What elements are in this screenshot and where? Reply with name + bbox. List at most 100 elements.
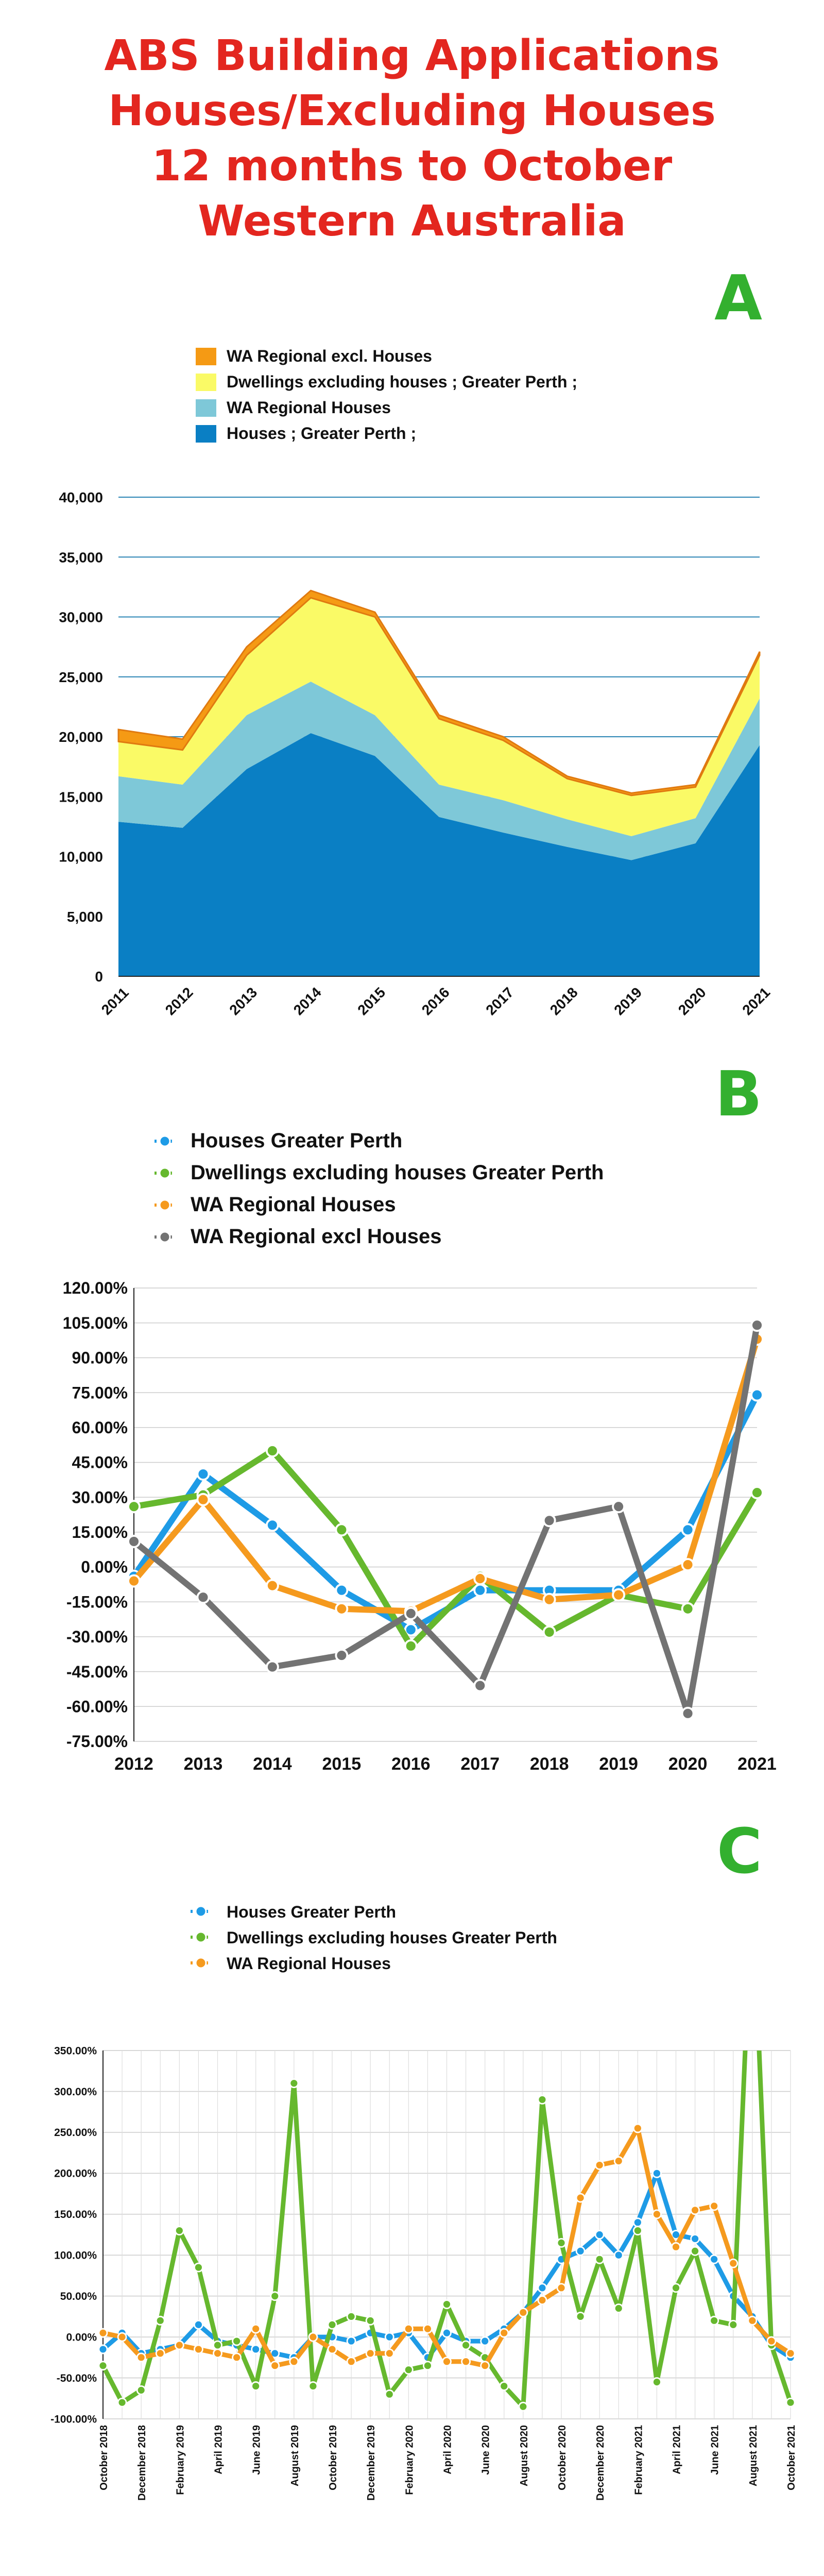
data-point-c-1-34 (748, 1883, 757, 1891)
y-tick-label-a-0: 0 (95, 969, 103, 985)
y-tick-label-b-9: 60.00% (72, 1418, 128, 1437)
legend-label-a-2: WA Regional Houses (227, 398, 391, 417)
data-point-c-0-15 (384, 2332, 394, 2342)
data-point-c-1-24 (556, 2238, 566, 2248)
data-point-b-1-9 (750, 1486, 764, 1500)
data-point-c-1-4 (174, 2226, 184, 2235)
data-point-c-2-31 (690, 2205, 700, 2215)
data-point-c-1-23 (537, 2094, 547, 2105)
area-series-a-1 (118, 682, 760, 860)
data-point-c-1-5 (194, 2262, 203, 2273)
data-point-c-1-12 (327, 2319, 337, 2330)
data-point-c-2-4 (174, 2340, 184, 2350)
data-point-b-1-8 (681, 1602, 695, 1616)
plot-area-c (98, 1883, 796, 2412)
data-point-c-1-15 (384, 2389, 394, 2399)
legend-marker-b-3 (159, 1231, 171, 1243)
data-point-c-1-16 (403, 2365, 414, 2375)
x-tick-label-b-1: 2013 (184, 1754, 223, 1774)
legend-label-b-1: Dwellings excluding houses Greater Perth (191, 1161, 604, 1184)
x-tick-label-c-12: October 2019 (328, 2425, 339, 2490)
y-tick-label-c-0: -100.00% (50, 2413, 97, 2425)
x-tick-label-c-18: April 2020 (442, 2425, 454, 2475)
data-point-c-2-0 (98, 2328, 108, 2338)
y-tick-label-c-6: 200.00% (54, 2168, 97, 2180)
y-tick-label-a-4: 20,000 (59, 729, 103, 745)
data-point-c-2-1 (117, 2332, 127, 2342)
data-point-c-2-33 (728, 2258, 739, 2268)
data-point-b-0-5 (473, 1583, 487, 1597)
data-point-c-1-0 (98, 2361, 108, 2371)
x-tick-label-c-26: December 2020 (595, 2425, 606, 2501)
data-point-c-1-22 (518, 2401, 528, 2412)
x-tick-label-c-14: December 2019 (366, 2425, 377, 2501)
data-point-b-3-6 (542, 1514, 556, 1528)
legend-marker-b-1 (159, 1167, 171, 1179)
x-tick-label-b-3: 2015 (322, 1754, 362, 1774)
y-tick-label-b-2: -45.00% (66, 1663, 128, 1681)
chart-title: ABS Building Applications Houses/Excludi… (0, 28, 824, 249)
y-tick-label-c-2: 0.00% (66, 2331, 97, 2343)
y-tick-label-b-13: 120.00% (63, 1279, 128, 1297)
data-point-b-1-4 (404, 1639, 418, 1653)
panel-letter-c: C (716, 1816, 762, 1888)
data-point-c-2-18 (442, 2357, 452, 2367)
data-point-c-2-16 (403, 2324, 414, 2334)
y-tick-label-a-6: 30,000 (59, 609, 103, 625)
data-point-b-0-8 (681, 1523, 695, 1537)
data-point-c-1-6 (213, 2340, 222, 2350)
data-point-c-1-26 (594, 2254, 605, 2264)
data-point-c-1-9 (270, 2291, 280, 2301)
data-point-b-2-0 (127, 1574, 141, 1588)
x-tick-label-c-24: October 2020 (557, 2425, 568, 2490)
data-point-c-0-25 (575, 2246, 586, 2256)
x-tick-label-c-32: June 2021 (710, 2425, 721, 2475)
data-point-c-0-31 (690, 2234, 700, 2244)
data-point-b-1-6 (542, 1625, 556, 1639)
title-line-4: Western Australia (198, 197, 626, 246)
y-tick-label-c-7: 250.00% (54, 2127, 97, 2139)
x-tick-label-b-5: 2017 (460, 1754, 500, 1774)
data-point-b-0-9 (750, 1388, 764, 1402)
data-point-c-1-14 (365, 2315, 375, 2326)
data-point-c-2-20 (480, 2361, 490, 2371)
y-tick-label-b-1: -60.00% (66, 1698, 128, 1716)
data-point-c-2-36 (785, 2348, 796, 2359)
data-point-b-0-3 (335, 1583, 349, 1597)
legend-marker-c-0 (195, 1905, 207, 1918)
data-point-c-1-33 (728, 2319, 739, 2330)
legend-label-a-0: WA Regional excl. Houses (227, 347, 432, 365)
data-point-b-3-1 (196, 1590, 210, 1604)
data-point-c-2-7 (232, 2352, 242, 2363)
area-series-a-2 (118, 598, 760, 836)
data-point-c-1-10 (289, 2078, 299, 2088)
x-tick-label-c-0: October 2018 (98, 2425, 110, 2490)
legend-label-c-1: Dwellings excluding houses Greater Perth (227, 1928, 557, 1947)
x-tick-label-c-28: February 2021 (633, 2425, 644, 2495)
data-point-c-2-23 (537, 2295, 547, 2306)
data-point-c-0-13 (346, 2336, 356, 2346)
series-line-b-2 (131, 1338, 760, 1615)
legend-label-b-0: Houses Greater Perth (191, 1129, 402, 1152)
y-tick-label-b-6: 15.00% (72, 1523, 128, 1541)
data-point-c-1-3 (155, 2315, 165, 2326)
y-tick-label-c-5: 150.00% (54, 2209, 97, 2221)
x-tick-label-c-2: December 2018 (136, 2425, 148, 2501)
data-point-c-1-1 (117, 2397, 127, 2408)
data-point-c-2-8 (251, 2324, 261, 2334)
panel-letter-a: A (714, 263, 762, 334)
data-point-c-0-5 (194, 2319, 203, 2330)
x-tick-label-a-3: 2014 (290, 984, 324, 1018)
data-point-c-1-28 (632, 2226, 643, 2235)
data-point-c-0-18 (442, 2328, 452, 2338)
data-point-c-1-8 (251, 2381, 261, 2391)
y-tick-label-a-8: 40,000 (59, 489, 103, 505)
legend-label-b-2: WA Regional Houses (191, 1193, 396, 1216)
y-tick-label-b-3: -30.00% (66, 1628, 128, 1646)
y-tick-label-b-4: -15.00% (66, 1592, 128, 1611)
data-point-c-0-28 (632, 2217, 643, 2228)
data-point-b-3-4 (404, 1606, 418, 1620)
data-point-b-3-7 (612, 1500, 626, 1514)
legend-label-c-2: WA Regional Houses (227, 1954, 391, 1973)
x-tick-label-b-6: 2018 (530, 1754, 569, 1774)
